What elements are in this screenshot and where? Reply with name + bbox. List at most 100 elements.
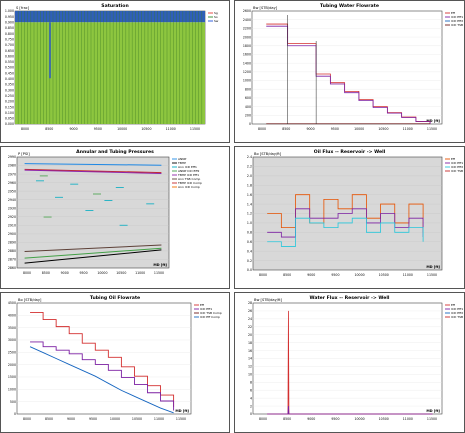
- x-tick-label: 11000: [135, 271, 145, 275]
- x-tick-label: 10500: [378, 127, 388, 131]
- y-tick-label: 1200: [243, 70, 251, 74]
- x-tick-label: 11500: [176, 417, 186, 421]
- y-tick-label: 2890: [8, 241, 16, 245]
- y-tick-label: 10: [248, 373, 252, 377]
- x-tick-label: 9000: [61, 271, 69, 275]
- series-line: [24, 163, 162, 166]
- y-tick-label: 2910: [8, 224, 16, 228]
- x-tick-label: 10000: [117, 127, 127, 131]
- y-tick-label: 0.150: [5, 105, 14, 109]
- x-tick-label: 9000: [307, 127, 315, 131]
- y-tick-label: 2930: [8, 206, 16, 210]
- y-tick-label: 1.2: [247, 212, 252, 216]
- y-tick-label: 28: [248, 301, 252, 305]
- saturation-panel: Saturation S [frac] 1.000 0.950 0.900 0.850 0…: [0, 0, 230, 143]
- x-tick-label: 10000: [97, 271, 107, 275]
- y-tick-label: 3500: [8, 326, 16, 330]
- legend-label: ICD TSB Comp: [451, 23, 465, 27]
- y-tick-label: 0.700: [5, 43, 14, 47]
- y-tick-label: 8: [250, 380, 252, 384]
- panel-title: Water Flux -- Reservoir -> Well: [309, 296, 390, 301]
- y-tick-label: 2200: [243, 27, 251, 31]
- y-tick-label: 500: [10, 400, 16, 404]
- x-tick-label: 11000: [166, 127, 176, 131]
- y-tick-label: 1000: [243, 79, 251, 83]
- series-line: [24, 249, 162, 264]
- y-tick-label: 16: [248, 349, 252, 353]
- y-tick-label: 22: [248, 325, 252, 329]
- y-tick-label: 26: [248, 309, 252, 313]
- y-tick-label: 0.500: [5, 66, 14, 70]
- y-tick-label: 0: [250, 412, 252, 416]
- legend-label: TBHP ICD Eff1: [177, 173, 199, 177]
- legend-label: ICD Eff1: [451, 161, 463, 165]
- legend-label: Eff: [451, 157, 456, 161]
- y-tick-label: 200: [245, 114, 251, 118]
- x-tick-label: 11500: [190, 127, 200, 131]
- legend-label: Ann ICD Comp: [178, 185, 200, 189]
- x-tick-label: 8000: [259, 417, 267, 421]
- y-tick-label: 0.750: [5, 37, 14, 41]
- y-tick-label: 800: [245, 87, 251, 91]
- series-line: [24, 169, 162, 174]
- x-tick-label: 11500: [427, 273, 437, 277]
- y-tick-label: 2.4: [247, 155, 252, 159]
- y-tick-label: 4000: [8, 314, 16, 318]
- y-tick-label: 1.8: [247, 183, 252, 187]
- tubing-water-flowrate-panel: Tubing Water Flowrate Bw [STB/day] 2600 24…: [234, 0, 465, 143]
- y-tick-label: 2860: [8, 266, 16, 270]
- y-tick-label: 4: [250, 396, 252, 400]
- legend-label: So: [214, 15, 218, 19]
- panel-title: Oil Flux -- Reservoir -> Well: [313, 150, 386, 155]
- x-tick-label: 11000: [403, 273, 413, 277]
- y-tick-label: 0.650: [5, 49, 14, 53]
- sw-spike-bar: [49, 22, 51, 79]
- y-tick-label: 2400: [243, 18, 251, 22]
- legend-label: ICD TSB Comp: [451, 169, 465, 173]
- y-tick-label: 2880: [8, 249, 16, 253]
- x-tick-label: 9500: [89, 417, 97, 421]
- x-tick-label: 9000: [307, 273, 315, 277]
- legend-label: Ann TSB Comp: [178, 177, 200, 181]
- x-tick-label: 8000: [258, 127, 266, 131]
- y-tick-label: 1600: [243, 53, 251, 57]
- y-tick-label: 0.350: [5, 83, 14, 87]
- y-tick-label: 24: [248, 317, 252, 321]
- x-tick-label: 10000: [355, 417, 365, 421]
- series-line: [29, 346, 174, 414]
- y-tick-label: 0.400: [5, 77, 14, 81]
- legend-label: ANNP: [178, 157, 187, 161]
- x-tick-label: 9500: [331, 127, 339, 131]
- y-tick-label: 0.0: [247, 268, 252, 272]
- panel-title: Tubing Water Flowrate: [320, 4, 379, 9]
- x-tick-label: 8000: [23, 417, 31, 421]
- x-tick-label: 10500: [379, 273, 389, 277]
- x-tick-label: 8000: [23, 271, 31, 275]
- tubing-oil-flowrate-chart: Bo [STB/day]4500 4000 3500 3000 2500 2000 1500…: [8, 298, 222, 421]
- oil-flux-panel: Oil Flux -- Reservoir -> Well Bo [STB/da…: [234, 146, 465, 289]
- y-tick-label: 0.100: [5, 111, 14, 115]
- x-axis-label: MD [ft]: [426, 265, 440, 269]
- y-tick-label: 0.6: [247, 240, 252, 244]
- x-tick-label: 9500: [80, 271, 88, 275]
- x-tick-label: 10500: [141, 127, 151, 131]
- y-tick-label: 2970: [8, 172, 16, 176]
- y-tick-label: 2870: [8, 258, 16, 262]
- x-axis-label: MD [ft]: [153, 263, 167, 267]
- legend-label: ICD Eff Comp: [200, 315, 220, 319]
- x-tick-label: 10500: [116, 271, 126, 275]
- y-tick-label: 0.450: [5, 71, 14, 75]
- y-tick-label: 0.2: [247, 259, 252, 263]
- y-tick-label: 2980: [8, 164, 16, 168]
- x-tick-label: 9000: [307, 417, 315, 421]
- y-axis-label: Bo [STB/day]: [18, 298, 42, 302]
- y-tick-label: 2500: [8, 351, 16, 355]
- y-tick-label: 2940: [8, 198, 16, 202]
- y-tick-label: 2000: [243, 35, 251, 39]
- legend-label: TBHP ICD Comp: [177, 181, 202, 185]
- y-tick-label: 1800: [243, 44, 251, 48]
- y-tick-label: 0.300: [5, 88, 14, 92]
- x-tick-label: 8500: [42, 271, 50, 275]
- saturation-chart: S [frac]1.000 0.950 0.9000.850 0.8000.750 0.…: [5, 6, 219, 131]
- x-tick-label: 9000: [67, 417, 75, 421]
